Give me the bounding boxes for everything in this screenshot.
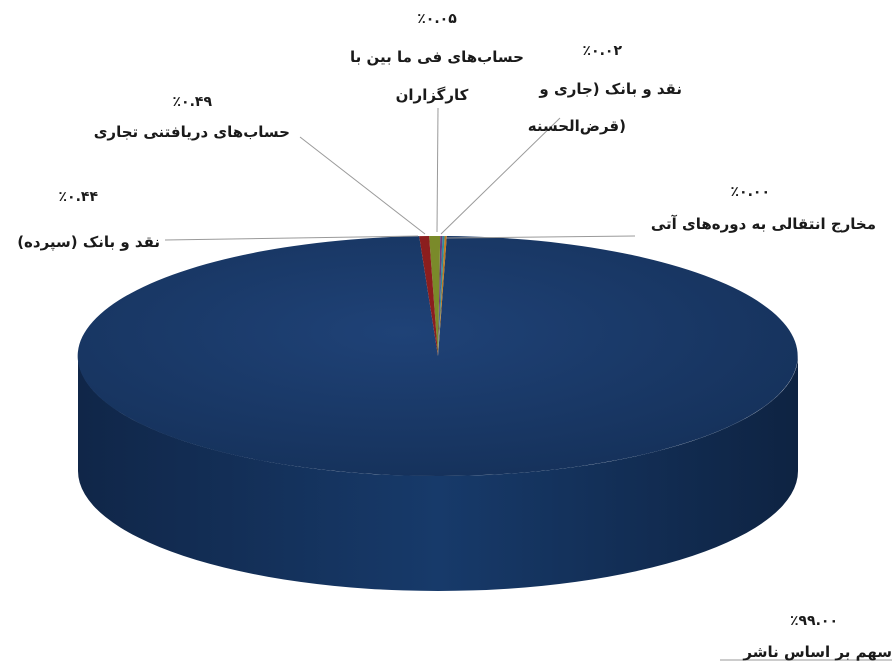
slice-percent-receivables: ٪۰.۴۹: [173, 94, 213, 110]
pie-side: [78, 356, 798, 591]
slice-name-deferred: مخارج انتقالی به دوره‌های آتی: [651, 215, 876, 233]
leader-lines: [164, 107, 892, 661]
slice-label-current: ٪۰.۰۲ نقد و بانک (جاری و قرض‌الحسنه): [528, 43, 682, 135]
slice-label-deferred: ٪۰.۰۰ مخارج انتقالی به دوره‌های آتی: [651, 184, 876, 233]
slice-current: [438, 236, 445, 356]
leader-receivables: [299, 136, 426, 235]
slice-name-issuer: سهم بر اساس ناشر: [742, 643, 892, 661]
leader-deposit: [164, 235, 419, 241]
slice-issuer: [77, 236, 798, 477]
pie-top: [77, 235, 798, 477]
slice-name-receivables: حساب‌های دریافتنی تجاری: [94, 123, 290, 141]
slice-label-issuer: ٪۹۹.۰۰ سهم بر اساس ناشر: [742, 613, 892, 661]
slice-label-deposit: ٪۰.۴۴ نقد و بانک (سپرده): [17, 189, 160, 252]
leader-brokers: [436, 107, 439, 233]
slice-name-deposit: نقد و بانک (سپرده): [17, 233, 160, 252]
slice-label-brokers: ٪۰.۰۵ حساب‌های فی ما بین با کارگزاران: [350, 11, 524, 104]
slice-percent-deposit: ٪۰.۴۴: [59, 189, 99, 205]
slice-deferred: [438, 236, 447, 356]
slice-percent-current: ٪۰.۰۲: [583, 43, 623, 59]
slice-name-current-line2: قرض‌الحسنه): [528, 117, 626, 135]
leader-current: [440, 117, 561, 235]
slice-percent-deferred: ٪۰.۰۰: [731, 184, 771, 200]
slice-percent-brokers: ٪۰.۰۵: [417, 11, 457, 27]
slice-deposit: [419, 236, 438, 356]
slice-name-brokers-line1: حساب‌های فی ما بین با: [350, 48, 524, 66]
slice-name-brokers-line2: کارگزاران: [396, 86, 469, 104]
slice-percent-issuer: ٪۹۹.۰۰: [790, 613, 838, 629]
slice-name-current-line1: نقد و بانک (جاری و: [538, 80, 682, 98]
leader-deferred: [445, 235, 636, 239]
pie-side-wall: [78, 356, 798, 591]
slice-label-receivables: ٪۰.۴۹ حساب‌های دریافتنی تجاری: [94, 94, 290, 141]
slice-brokers: [438, 236, 443, 356]
slice-receivables: [429, 235, 441, 356]
